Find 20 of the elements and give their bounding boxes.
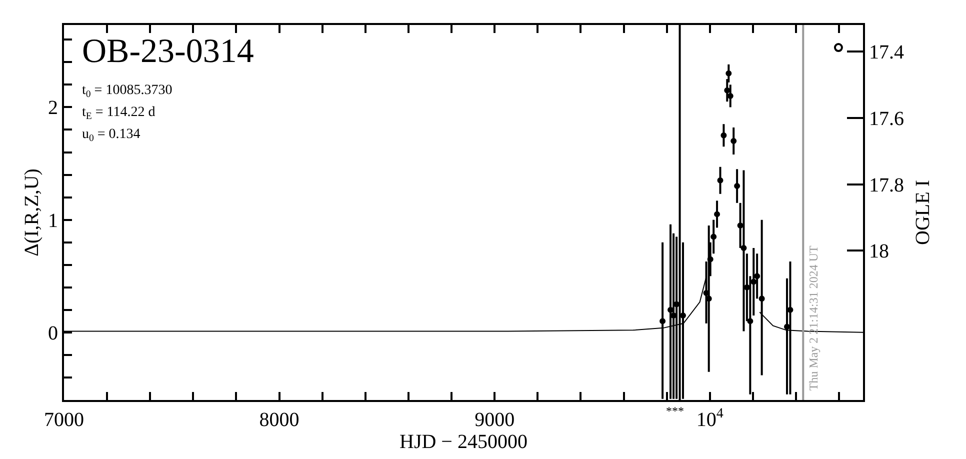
- annotation: OB-23-0314: [82, 33, 254, 70]
- y-tick-label: 0: [48, 322, 58, 344]
- x-tick-label: 9000: [474, 409, 515, 431]
- annotation: Thu May 2 21:14:31 2024 UT: [806, 244, 821, 391]
- x-tick-label: 8000: [259, 409, 300, 431]
- annotation: t$_{E}$ = 114.22 d: [82, 105, 156, 122]
- y-tick-label: 1: [48, 210, 58, 232]
- annotation: t$_{0}$ = 10085.3730: [82, 83, 172, 100]
- y2-tick-label: 17.8: [869, 174, 904, 196]
- x-tick-label: 10$^{4}$: [696, 406, 724, 431]
- y2-tick-label: 17.4: [869, 42, 904, 64]
- annotation: u$_{0}$ = 0.134: [82, 127, 140, 144]
- y-axis-title: Δ(I,R,Z,U): [21, 168, 43, 256]
- y2-tick-label: 17.6: [869, 108, 904, 130]
- x-axis-title: HJD − 2450000: [400, 431, 528, 453]
- annotation: ***: [666, 404, 684, 418]
- y2-axis-title: OGLE I: [912, 180, 934, 245]
- y2-tick-label: 18: [869, 240, 889, 263]
- x-tick-label: 7000: [44, 409, 84, 431]
- y-tick-label: 2: [48, 97, 58, 120]
